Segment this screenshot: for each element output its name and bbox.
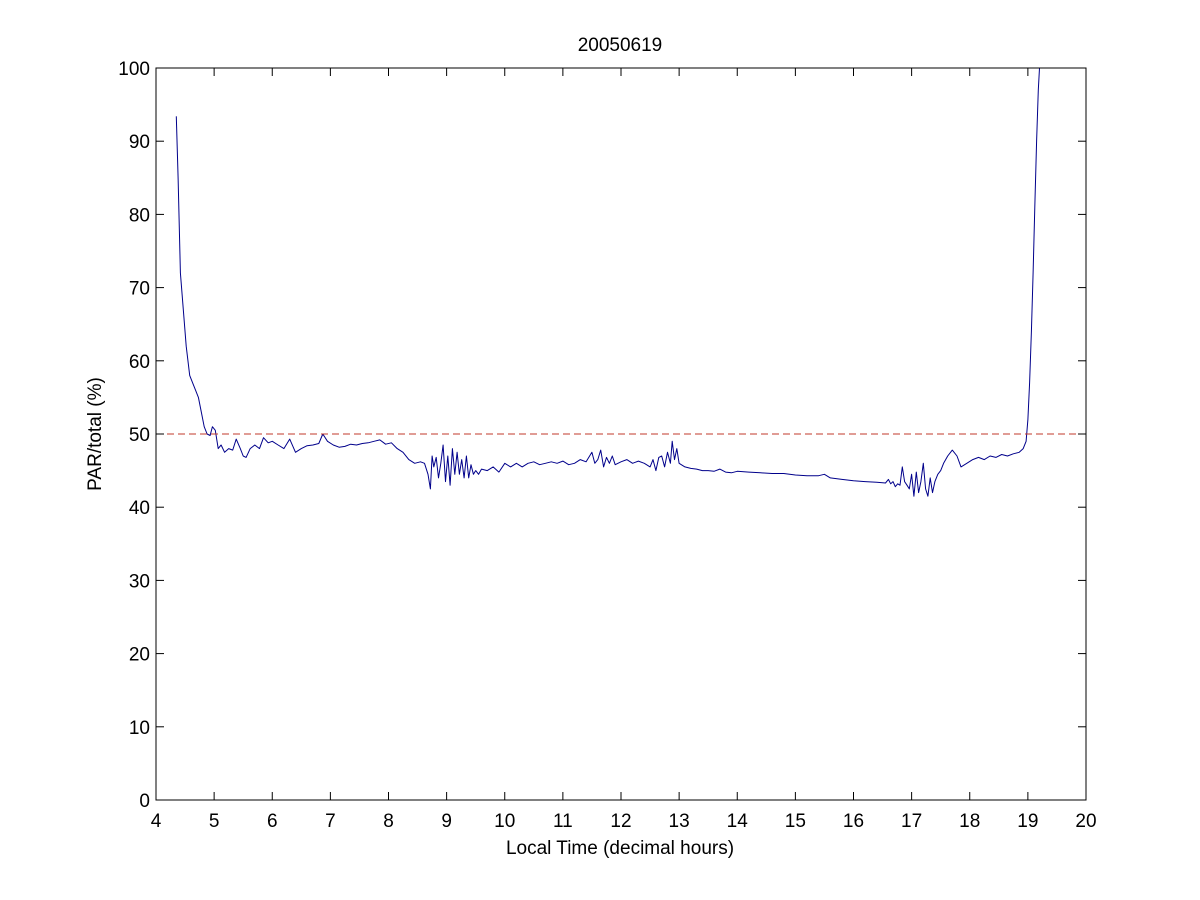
- y-tick-label: 70: [129, 279, 150, 300]
- data-line-series: [175, 67, 1040, 497]
- y-tick-label: 0: [139, 791, 150, 812]
- x-tick-label: 19: [1017, 811, 1038, 832]
- x-tick-label: 8: [383, 811, 394, 832]
- y-tick-label: 100: [118, 59, 150, 80]
- x-tick-label: 11: [553, 811, 573, 832]
- x-tick-label: 14: [727, 811, 749, 832]
- x-axis: 4 5 6 7 8 9 10 11 12 13 14 15 16 17 18 19 20: [151, 68, 1097, 832]
- y-tick-label: 60: [129, 352, 150, 373]
- chart-title: 20050619: [578, 35, 663, 56]
- x-tick-label: 16: [843, 811, 864, 832]
- y-tick-label: 90: [129, 132, 150, 153]
- x-tick-label: 4: [151, 811, 162, 832]
- x-tick-label: 6: [267, 811, 278, 832]
- x-tick-label: 7: [325, 811, 336, 832]
- x-tick-label: 13: [669, 811, 690, 832]
- y-tick-label: 80: [129, 205, 150, 226]
- y-tick-label: 30: [129, 571, 150, 592]
- y-tick-label: 40: [129, 498, 150, 519]
- x-tick-label: 18: [959, 811, 980, 832]
- x-tick-label: 10: [494, 811, 515, 832]
- x-tick-label: 5: [209, 811, 220, 832]
- x-tick-label: 20: [1075, 811, 1096, 832]
- x-axis-label: Local Time (decimal hours): [506, 838, 734, 859]
- x-tick-label: 17: [901, 811, 922, 832]
- y-tick-label: 50: [129, 425, 150, 446]
- y-tick-label: 20: [129, 645, 150, 666]
- y-axis: 0 10 20 30 40 50 60 70 80 90 100: [118, 59, 1086, 812]
- x-tick-label: 12: [610, 811, 631, 832]
- x-tick-label: 9: [441, 811, 452, 832]
- series-layer: [156, 67, 1086, 497]
- x-tick-label: 15: [785, 811, 806, 832]
- y-axis-label: PAR/total (%): [85, 377, 106, 491]
- y-tick-label: 10: [129, 718, 150, 739]
